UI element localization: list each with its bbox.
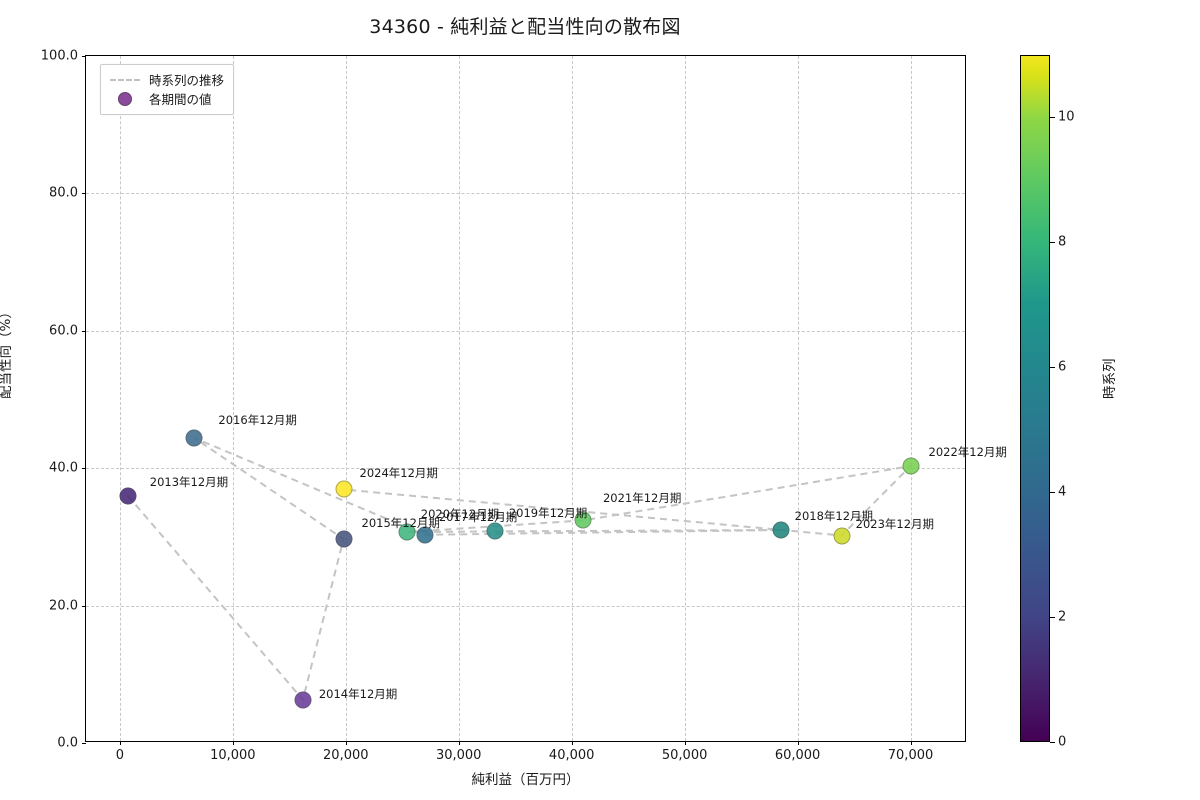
colorbar-tick-label: 8 — [1058, 234, 1067, 250]
colorbar-gradient — [1020, 55, 1050, 742]
data-point-label: 2020年12月期 — [420, 507, 500, 522]
gridline-vertical — [910, 56, 912, 741]
y-tick-label: 40.0 — [49, 460, 78, 476]
data-point-label: 2022年12月期 — [928, 445, 1007, 460]
x-tick-mark — [345, 741, 347, 745]
y-tick-mark — [82, 330, 86, 332]
gridline-horizontal — [86, 605, 965, 607]
y-tick-label: 60.0 — [49, 323, 78, 339]
data-point[interactable] — [574, 511, 592, 529]
data-point[interactable] — [833, 527, 851, 545]
data-point[interactable] — [185, 429, 203, 447]
colorbar-tick-mark — [1050, 492, 1055, 494]
x-tick-label: 70,000 — [887, 748, 934, 763]
colorbar-tick-mark — [1050, 242, 1055, 244]
data-point-label: 2016年12月期 — [218, 412, 297, 427]
gridline-vertical — [232, 56, 234, 741]
dashed-line-icon — [108, 78, 142, 81]
data-point[interactable] — [398, 523, 416, 541]
x-tick-mark — [571, 741, 573, 745]
data-point[interactable] — [902, 457, 920, 475]
data-point[interactable] — [335, 480, 353, 498]
x-tick-label: 10,000 — [210, 748, 256, 763]
y-tick-mark — [82, 468, 86, 470]
gridline-horizontal — [86, 193, 965, 195]
x-tick-mark — [232, 741, 234, 745]
gridline-vertical — [571, 56, 573, 741]
colorbar-tick-mark — [1050, 367, 1055, 369]
y-tick-label: 80.0 — [49, 185, 78, 201]
colorbar-tick-label: 2 — [1058, 609, 1067, 625]
x-tick-mark — [910, 741, 912, 745]
x-tick-label: 60,000 — [774, 748, 821, 763]
colorbar-tick-mark — [1050, 617, 1055, 619]
x-tick-label: 30,000 — [435, 748, 482, 763]
data-point-label: 2023年12月期 — [855, 516, 935, 531]
timeseries-connector-line — [127, 437, 914, 702]
colorbar-tick-label: 6 — [1058, 359, 1067, 375]
colorbar-tick-mark — [1050, 117, 1055, 119]
data-point-label: 2019年12月期 — [508, 506, 588, 521]
gridline-vertical — [345, 56, 347, 741]
y-tick-mark — [82, 56, 86, 57]
legend-item-period-value: 各期間の値 — [108, 89, 224, 108]
data-point-label: 2015年12月期 — [361, 515, 440, 530]
legend-item-timeseries-line: 時系列の推移 — [108, 70, 224, 89]
x-tick-label: 50,000 — [661, 748, 708, 763]
x-axis-label: 純利益（百万円） — [471, 772, 580, 788]
data-point[interactable] — [119, 487, 137, 505]
gridline-vertical — [119, 56, 121, 741]
gridline-horizontal — [86, 330, 965, 332]
colorbar-tick-label: 10 — [1058, 109, 1075, 125]
data-point-label: 2018年12月期 — [794, 509, 874, 524]
data-point[interactable] — [335, 530, 353, 548]
data-point-label: 2017年12月期 — [438, 509, 518, 524]
colorbar-label: 時系列 — [1102, 358, 1118, 400]
plot-area: 2013年12月期 2014年12月期 2015年12月期 2016年12月期 2017… — [41, 49, 1007, 764]
data-point-label: 2014年12月期 — [318, 686, 398, 701]
data-point-label: 2013年12月期 — [149, 474, 229, 489]
x-tick-mark — [458, 741, 460, 745]
x-tick-mark — [797, 741, 799, 745]
data-point-label: 2021年12月期 — [602, 491, 682, 506]
x-tick-mark — [119, 741, 121, 745]
gridline-horizontal — [86, 468, 965, 470]
x-tick-label: 0 — [115, 748, 125, 763]
chart-title: 34360 - 純利益と配当性向の散布図 — [369, 16, 681, 38]
y-tick-mark — [82, 193, 86, 195]
y-tick-mark — [82, 605, 86, 607]
colorbar-tick-label: 0 — [1058, 734, 1067, 750]
colorbar: 0 2 4 6 8 10 — [1020, 55, 1075, 750]
x-tick-label: 20,000 — [323, 748, 369, 763]
data-point-label: 2024年12月期 — [359, 466, 438, 481]
y-tick-mark — [82, 743, 86, 744]
y-tick-label: 20.0 — [49, 598, 78, 614]
data-point[interactable] — [772, 521, 790, 539]
legend-label-timeseries-line: 時系列の推移 — [149, 73, 225, 88]
gridline-vertical — [797, 56, 799, 741]
chart-legend: 時系列の推移 各期間の値 — [100, 64, 235, 115]
gridline-vertical — [458, 56, 460, 741]
y-tick-label: 100.0 — [40, 48, 78, 64]
legend-label-period-value: 各期間の値 — [149, 92, 212, 107]
x-tick-label: 40,000 — [548, 748, 595, 763]
colorbar-tick-label: 4 — [1058, 484, 1067, 500]
y-tick-label: 0.0 — [57, 735, 78, 751]
data-point[interactable] — [294, 691, 312, 709]
data-point[interactable] — [416, 526, 434, 544]
colorbar-tick-mark — [1050, 742, 1055, 743]
x-tick-mark — [684, 741, 686, 745]
gridline-vertical — [684, 56, 686, 741]
data-point[interactable] — [486, 522, 504, 540]
y-axis-label: 配当性向（%） — [0, 305, 14, 399]
circle-marker-icon — [108, 91, 142, 106]
